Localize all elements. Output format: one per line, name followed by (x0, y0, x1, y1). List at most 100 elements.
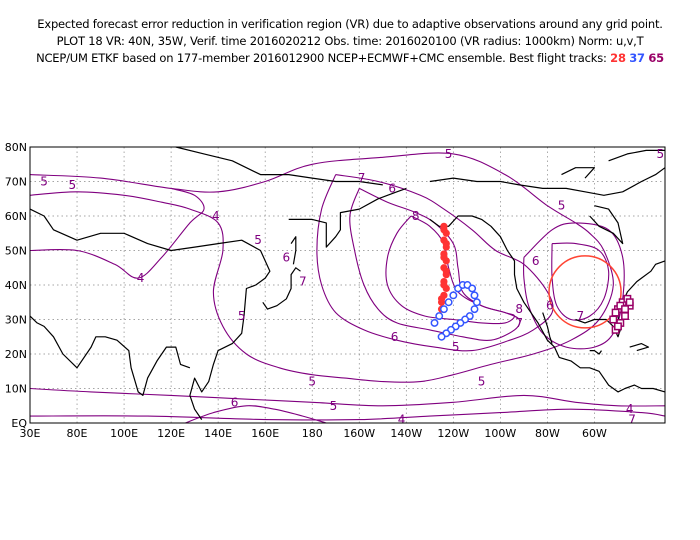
contour-label: 5 (330, 399, 338, 413)
contour-label: 5 (308, 375, 316, 389)
lat-tick-label: 20N (5, 348, 27, 361)
contour-label: 7 (358, 171, 366, 185)
lon-tick-label: 80E (67, 427, 88, 440)
contour-level-8 (385, 215, 516, 325)
track-28-point (440, 253, 448, 261)
track-37-point (430, 319, 439, 327)
contour-label: 6 (231, 395, 239, 409)
contour-label: 7 (299, 275, 307, 289)
lat-tick-label: 80N (5, 141, 27, 154)
lon-tick-label: 140E (204, 427, 232, 440)
lon-tick-label: 30E (20, 427, 41, 440)
lon-tick-label: 60W (582, 427, 607, 440)
track-65-point (609, 315, 618, 324)
contour-label: 5 (656, 147, 664, 161)
contour-label: 6 (546, 299, 554, 313)
lon-tick-label: 120W (437, 427, 469, 440)
coastline-segment (561, 167, 595, 179)
grid-lines (30, 147, 665, 423)
contour-label: 7 (577, 309, 585, 323)
contour-label: 7 (515, 316, 523, 330)
track-65-point (614, 322, 622, 331)
coastline-segment (175, 146, 383, 186)
lat-tick-label: 50N (5, 245, 27, 258)
lon-tick-label: 160W (343, 427, 375, 440)
contour-label: 5 (40, 175, 48, 189)
coastline-segment (542, 312, 553, 344)
track-37-point (470, 305, 479, 314)
lat-tick-label: 40N (5, 279, 27, 292)
vr-circle (548, 255, 622, 329)
lon-tick-label: 140W (390, 427, 422, 440)
lat-tick-label: 30N (5, 314, 27, 327)
contour-label: 4 (212, 209, 220, 223)
contour-level-5 (29, 387, 666, 407)
track-65-point (621, 305, 629, 314)
track-65-point (611, 308, 620, 317)
contour-level-7 (551, 242, 610, 321)
track-37-point (444, 298, 453, 307)
contour-lines (29, 152, 666, 424)
lon-tick-label: 120E (157, 427, 185, 440)
coastline-segment (29, 208, 271, 420)
contour-label: 6 (388, 181, 396, 195)
contour-label: 5 (238, 309, 246, 323)
contour-label: 6 (391, 330, 399, 344)
map-frame (29, 146, 666, 424)
lon-tick-label: 160E (251, 427, 279, 440)
coastline-segment (589, 350, 602, 355)
lat-tick-label: 60N (5, 210, 27, 223)
lon-tick-label: 100W (484, 427, 516, 440)
lon-tick-label: 180 (302, 427, 323, 440)
coastline-segment (29, 315, 191, 396)
track-37-point (449, 291, 458, 300)
contour-label: 5 (445, 147, 453, 161)
contour-label: 5 (452, 340, 460, 354)
title-line-2: PLOT 18 VR: 40N, 35W, Verif. time 201602… (56, 34, 644, 48)
track-37-point (435, 312, 444, 320)
coastline-segment (429, 215, 666, 393)
track-28-point (442, 267, 450, 275)
lon-tick-label: 100E (110, 427, 138, 440)
contour-level-6 (316, 174, 554, 352)
contour-level-4 (29, 408, 666, 421)
track-28-point (437, 295, 446, 303)
contour-label: 5 (478, 375, 486, 389)
coastline-segment (288, 187, 407, 248)
contour-label: 8 (515, 302, 523, 316)
contour-label: 4 (398, 413, 406, 427)
contour-level-4 (29, 187, 205, 279)
contour-label: 7 (628, 413, 636, 427)
lat-tick-label: 70N (5, 176, 27, 189)
coastline-segment (589, 205, 624, 245)
verification-region (548, 255, 622, 329)
track-65-point (621, 312, 629, 321)
axis-labels: 80E 100E 120E 140E 160E 180 160W 140W 120W 100W 80… (5, 141, 607, 440)
track-37-point (439, 305, 448, 314)
track-37-point (470, 291, 479, 300)
coastline-segment (629, 343, 650, 352)
contour-label: 8 (412, 209, 420, 223)
flight-tracks (430, 222, 634, 341)
lat-tick-label: EQ (11, 417, 27, 430)
contour-label: 5 (69, 178, 77, 192)
coastline-segment (262, 267, 301, 310)
coastline-segment (429, 167, 666, 196)
contour-label: 5 (558, 199, 566, 213)
coastline-segment (608, 149, 665, 162)
track-37-point (472, 298, 481, 307)
contour-label: 6 (532, 254, 540, 268)
contour-label: 4 (626, 402, 634, 416)
coastline-segment (290, 236, 297, 265)
contour-label: 4 (137, 271, 145, 285)
lat-tick-label: 10N (5, 383, 27, 396)
contour-level-6 (522, 222, 625, 350)
track-label-65: 65 (648, 51, 664, 65)
track-label-37: 37 (629, 51, 645, 65)
title-line-3-text: NCEP/UM ETKF based on 177-member 2016012… (36, 51, 607, 65)
contour-label: 5 (254, 233, 262, 247)
track-28-point (442, 240, 450, 248)
lon-tick-label: 80W (535, 427, 560, 440)
track-28-point (440, 281, 448, 289)
